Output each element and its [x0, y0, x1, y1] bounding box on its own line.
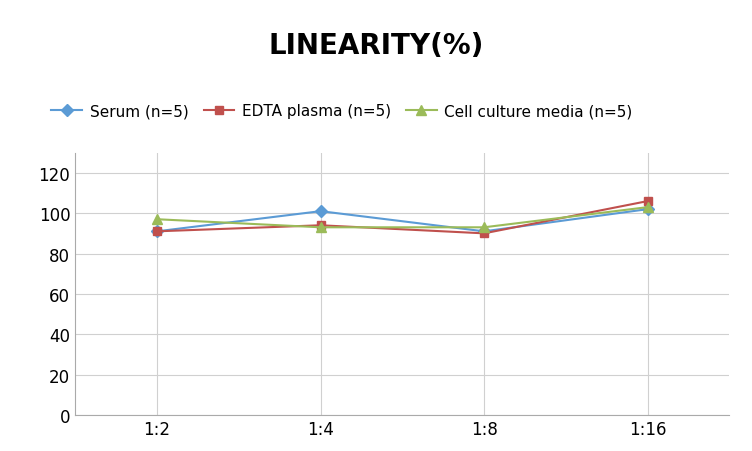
- Serum (n=5): [480, 229, 489, 235]
- Serum (n=5): [643, 207, 652, 212]
- Cell culture media (n=5): [643, 205, 652, 210]
- EDTA plasma (n=5): [153, 229, 162, 235]
- Cell culture media (n=5): [480, 225, 489, 230]
- Serum (n=5): [316, 209, 325, 214]
- Line: Cell culture media (n=5): Cell culture media (n=5): [152, 203, 653, 233]
- Cell culture media (n=5): [316, 225, 325, 230]
- EDTA plasma (n=5): [480, 231, 489, 236]
- Serum (n=5): [153, 229, 162, 235]
- EDTA plasma (n=5): [316, 223, 325, 229]
- Text: LINEARITY(%): LINEARITY(%): [268, 32, 484, 60]
- Legend: Serum (n=5), EDTA plasma (n=5), Cell culture media (n=5): Serum (n=5), EDTA plasma (n=5), Cell cul…: [45, 98, 638, 125]
- EDTA plasma (n=5): [643, 199, 652, 204]
- Cell culture media (n=5): [153, 217, 162, 222]
- Line: EDTA plasma (n=5): EDTA plasma (n=5): [153, 198, 652, 238]
- Line: Serum (n=5): Serum (n=5): [153, 206, 652, 236]
